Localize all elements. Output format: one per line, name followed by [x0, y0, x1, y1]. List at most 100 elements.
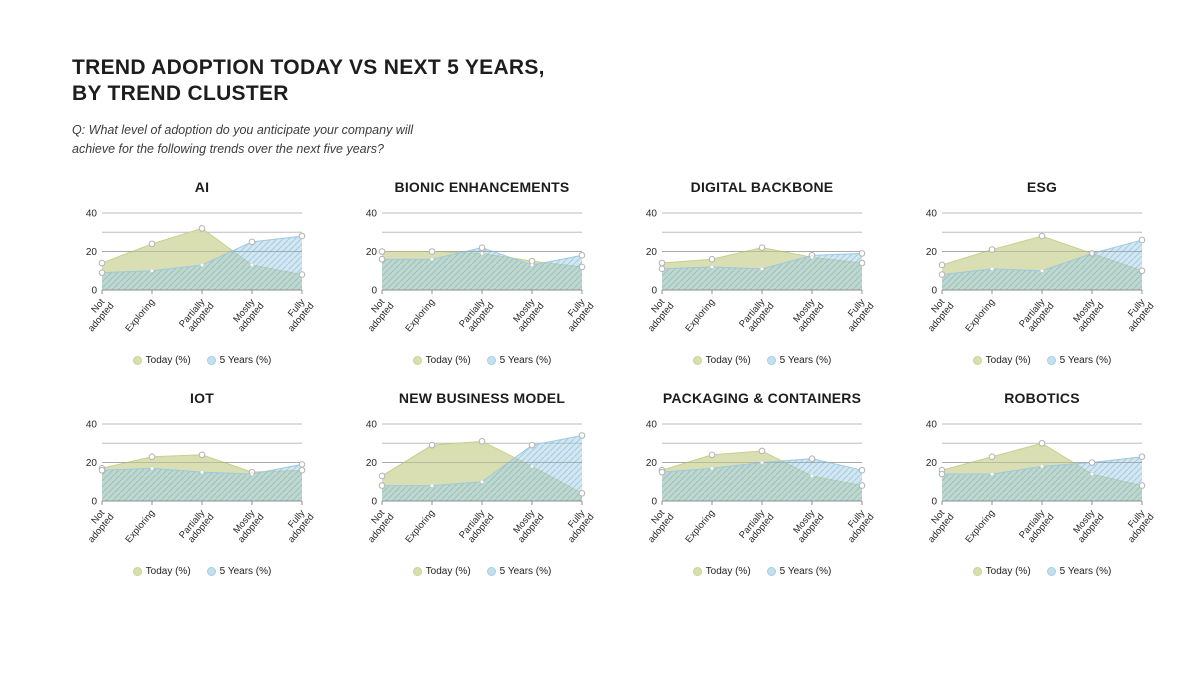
svg-text:Notadopted: Notadopted: [639, 505, 677, 544]
chart-title: PACKAGING & CONTAINERS: [662, 389, 862, 406]
chart-cell-packaging-containers: PACKAGING & CONTAINERS 0 20 40 Notadopted Ex…: [632, 390, 882, 577]
chart-title: AI: [194, 178, 210, 195]
legend-item-five-years: 5 Years (%): [1046, 566, 1111, 577]
svg-text:Fullyadopted: Fullyadopted: [1119, 505, 1157, 544]
legend-label-five-years: 5 Years (%): [779, 565, 832, 577]
svg-text:20: 20: [366, 458, 378, 469]
legend-label-today: Today (%): [985, 354, 1031, 366]
svg-text:Mostlyadopted: Mostlyadopted: [229, 505, 267, 544]
legend-item-today: Today (%): [412, 355, 471, 366]
svg-text:0: 0: [371, 496, 377, 507]
x-axis-tick-labels: Notadopted Exploring Partiallyadopted Mostl…: [639, 505, 877, 546]
chart-cell-esg: ESG 0 20 40 Notadopted Exploring Partiallyado…: [912, 179, 1162, 366]
svg-text:20: 20: [366, 247, 378, 258]
svg-text:Fullyadopted: Fullyadopted: [559, 505, 597, 544]
today-legend-dot-icon: [972, 566, 982, 576]
legend-label-today: Today (%): [705, 354, 751, 366]
data-point-markers: [658, 447, 866, 489]
chart-legend: Today (%) 5 Years (%): [77, 566, 327, 577]
y-axis-tick-labels: 0 20 40: [646, 208, 658, 296]
chart-legend: Today (%) 5 Years (%): [77, 355, 327, 366]
svg-text:Notadopted: Notadopted: [919, 294, 957, 333]
svg-text:Fullyadopted: Fullyadopted: [1119, 294, 1157, 333]
five-years-legend-dot-icon: [766, 355, 776, 365]
chart-legend: Today (%) 5 Years (%): [637, 355, 887, 366]
chart-cell-robotics: ROBOTICS 0 20 40 Notadopted Exploring Partial…: [912, 390, 1162, 577]
chart-legend: Today (%) 5 Years (%): [357, 566, 607, 577]
svg-text:Exploring: Exploring: [123, 297, 157, 334]
svg-text:20: 20: [926, 247, 938, 258]
five-years-legend-dot-icon: [206, 566, 216, 576]
svg-text:Partiallyadopted: Partiallyadopted: [737, 294, 776, 335]
x-axis: [941, 500, 1143, 505]
svg-text:40: 40: [86, 208, 98, 219]
legend-item-five-years: 5 Years (%): [766, 354, 832, 366]
legend-item-today: Today (%): [972, 354, 1031, 366]
x-axis: [941, 289, 1143, 294]
legend-item-five-years: 5 Years (%): [486, 355, 551, 366]
svg-text:Fullyadopted: Fullyadopted: [279, 294, 317, 333]
chart-title: ROBOTICS: [1004, 389, 1080, 406]
svg-text:Notadopted: Notadopted: [359, 294, 397, 333]
svg-text:Exploring: Exploring: [963, 297, 997, 334]
svg-text:40: 40: [646, 419, 658, 430]
legend-label-today: Today (%): [145, 354, 191, 366]
chart-title: IOT: [190, 389, 214, 406]
x-axis-tick-labels: Notadopted Exploring Partiallyadopted Mostl…: [86, 505, 317, 545]
svg-text:Partiallyadopted: Partiallyadopted: [1017, 505, 1056, 546]
svg-text:0: 0: [651, 285, 657, 296]
svg-text:Partiallyadopted: Partiallyadopted: [737, 505, 776, 546]
svg-text:40: 40: [646, 208, 658, 219]
today-legend-dot-icon: [692, 566, 702, 576]
five-years-legend-dot-icon: [1046, 566, 1056, 576]
y-axis-tick-labels: 0 20 40: [926, 208, 938, 296]
legend-item-today: Today (%): [692, 354, 751, 366]
charts-grid: AI 0 20 40 Notadopted Exploring Partiallyadop…: [72, 179, 1197, 577]
legend-item-today: Today (%): [412, 566, 471, 577]
page-title: TREND ADOPTION TODAY VS NEXT 5 YEARS, BY…: [72, 56, 545, 105]
area-chart: 0 20 40 Notadopted Exploring Partiallyadopted…: [352, 409, 602, 564]
x-axis-tick-labels: Notadopted Exploring Partiallyadopted Mostl…: [366, 505, 597, 545]
legend-item-five-years: 5 Years (%): [206, 354, 272, 366]
legend-label-five-years: 5 Years (%): [219, 354, 272, 366]
chart-plot-svg: 0 20 40 Notadopted Exploring Partiallyadopted…: [359, 208, 597, 334]
chart-plot-svg: 0 20 40 Notadopted Exploring Partiallyadopted…: [79, 208, 317, 335]
chart-title: ESG: [1026, 178, 1058, 195]
chart-plot-svg: 0 20 40 Notadopted Exploring Partiallyadopted…: [86, 419, 317, 545]
report-page: TREND ADOPTION TODAY VS NEXT 5 YEARS, BY…: [72, 56, 1197, 577]
svg-text:Notadopted: Notadopted: [79, 294, 117, 333]
legend-label-five-years: 5 Years (%): [499, 565, 552, 577]
x-axis: [101, 500, 303, 505]
data-point-markers: [378, 431, 586, 497]
svg-text:Exploring: Exploring: [683, 508, 717, 545]
data-point-markers: [938, 232, 1146, 278]
legend-label-today: Today (%): [705, 565, 751, 577]
svg-text:0: 0: [931, 496, 937, 507]
y-axis-tick-labels: 0 20 40: [366, 419, 378, 507]
today-legend-dot-icon: [412, 355, 422, 365]
area-chart: 0 20 40 Notadopted Exploring Partiallyadopted…: [912, 198, 1162, 353]
y-axis-tick-labels: 0 20 40: [366, 208, 378, 296]
chart-title: DIGITAL BACKBONE: [690, 178, 834, 195]
today-legend-dot-icon: [132, 566, 142, 576]
data-point-markers: [98, 451, 306, 476]
legend-item-five-years: 5 Years (%): [486, 565, 552, 577]
legend-label-five-years: 5 Years (%): [779, 354, 832, 366]
svg-text:40: 40: [86, 419, 98, 430]
svg-text:Fullyadopted: Fullyadopted: [559, 294, 597, 333]
survey-question-subtitle: Q: What level of adoption do you anticip…: [72, 123, 414, 156]
svg-text:Mostlyadopted: Mostlyadopted: [509, 505, 547, 544]
legend-item-five-years: 5 Years (%): [766, 565, 832, 577]
y-axis-tick-labels: 0 20 40: [86, 208, 98, 296]
area-chart: 0 20 40 Notadopted Exploring Partiallyadopted…: [632, 409, 882, 564]
area-chart: 0 20 40 Notadopted Exploring Partiallyadopted…: [72, 409, 322, 564]
chart-legend: Today (%) 5 Years (%): [637, 566, 887, 577]
chart-plot-svg: 0 20 40 Notadopted Exploring Partiallyadopted…: [366, 419, 597, 545]
svg-text:Partiallyadopted: Partiallyadopted: [1017, 294, 1056, 335]
svg-text:40: 40: [926, 419, 938, 430]
x-axis-tick-labels: Notadopted Exploring Partiallyadopted Mostl…: [919, 294, 1157, 335]
svg-text:0: 0: [931, 285, 937, 296]
x-axis: [381, 500, 583, 505]
svg-text:Partiallyadopted: Partiallyadopted: [177, 294, 216, 335]
y-axis-tick-labels: 0 20 40: [926, 419, 938, 507]
